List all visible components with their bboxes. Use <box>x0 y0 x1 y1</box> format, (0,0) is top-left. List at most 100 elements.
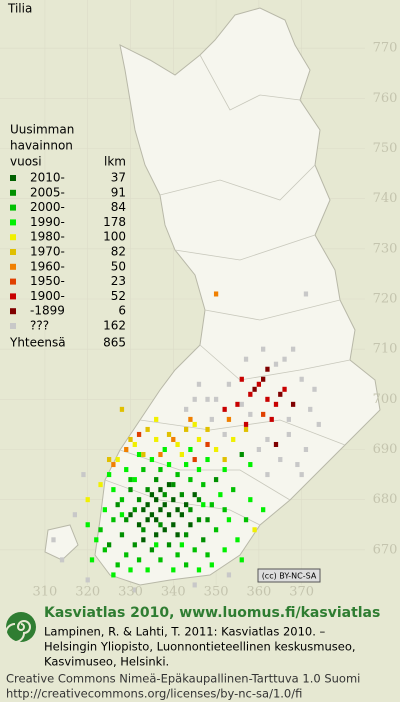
citation-line: Lampinen, R. & Lahti, T. 2011: Kasviatla… <box>44 625 326 639</box>
x-tick-label: 330 <box>118 585 143 600</box>
map-cell <box>209 562 214 568</box>
legend-swatch <box>10 219 16 226</box>
map-cell <box>149 457 155 463</box>
legend-count: 91 <box>111 185 126 199</box>
map-cell <box>265 396 270 402</box>
map-cell <box>158 522 163 528</box>
map-cell <box>175 552 180 558</box>
map-cell <box>243 356 249 362</box>
map-cell <box>106 472 112 478</box>
license-line: Creative Commons Nimeä-Epäkaupallinen-Ta… <box>6 672 360 686</box>
map-cell <box>226 517 232 523</box>
map-cell <box>145 426 150 432</box>
map-cell <box>111 462 116 468</box>
map-cell <box>196 381 202 387</box>
map-cell <box>119 512 125 518</box>
legend-count: 23 <box>111 274 126 288</box>
y-tick-label: 770 <box>373 41 398 56</box>
map-cell <box>196 497 202 503</box>
legend-label: 2005- <box>30 185 65 199</box>
legend-swatch <box>10 263 16 270</box>
legend-label: 1950- <box>30 274 65 288</box>
map-cell <box>128 477 133 483</box>
map-cell <box>179 542 184 548</box>
map-cell <box>141 452 146 458</box>
map-cell <box>239 557 244 563</box>
map-cell <box>175 507 180 513</box>
map-cell <box>243 426 249 432</box>
map-cell <box>85 497 90 503</box>
license-badge: (cc) BY-NC-SA <box>257 568 321 583</box>
citation-line: Helsingin Yliopisto, Luonnontieteellinen… <box>44 640 356 654</box>
legend-swatch <box>10 175 16 181</box>
map-cell <box>132 507 137 513</box>
map-cell <box>145 567 150 573</box>
map-cell <box>85 577 90 583</box>
map-cell <box>261 411 266 417</box>
map-cell <box>136 452 142 458</box>
map-cell <box>89 557 95 563</box>
map-cell <box>171 567 176 573</box>
map-cell <box>132 542 137 548</box>
map-cell <box>179 512 184 518</box>
map-cell <box>299 472 304 478</box>
map-cell <box>158 452 163 458</box>
map-cell <box>141 467 146 473</box>
map-cell <box>162 527 167 533</box>
map-cell <box>312 386 317 392</box>
map-cell <box>132 477 137 483</box>
map-cell <box>154 416 159 422</box>
map-cell <box>124 446 129 453</box>
map-cell <box>282 356 287 362</box>
map-cell <box>132 441 137 447</box>
legend-count: 82 <box>111 245 126 259</box>
map-cell <box>166 482 172 488</box>
map-cell <box>239 401 244 407</box>
map-cell <box>188 446 193 453</box>
license-line: http://creativecommons.org/licenses/by-n… <box>6 687 302 701</box>
map-cell <box>166 542 172 548</box>
map-cell <box>273 361 279 367</box>
map-cell <box>235 401 240 407</box>
map-cell <box>183 426 189 432</box>
legend-count: 178 <box>103 215 126 229</box>
aland-islands <box>44 524 79 561</box>
legend-swatch <box>10 234 16 241</box>
map-cell <box>136 522 142 528</box>
map-cell <box>256 381 262 387</box>
x-tick-label: 360 <box>246 585 271 600</box>
map-cell <box>145 487 150 493</box>
map-cell <box>222 406 227 412</box>
map-cell <box>119 406 125 412</box>
map-cell <box>171 436 176 442</box>
legend-heading: vuosi <box>10 155 42 169</box>
map-cell <box>205 457 210 463</box>
map-cell <box>124 517 129 523</box>
map-cell <box>166 462 172 468</box>
map-cell <box>171 497 176 503</box>
map-cell <box>72 512 78 518</box>
map-cell <box>119 497 125 503</box>
map-cell <box>162 492 167 498</box>
x-tick-label: 340 <box>161 585 186 600</box>
map-cell <box>286 431 291 437</box>
legend-swatch <box>10 189 16 196</box>
y-tick-label: 710 <box>373 342 398 357</box>
map-cell <box>192 492 197 498</box>
map-cell <box>175 532 180 538</box>
map-cell <box>248 391 253 397</box>
legend-swatch <box>10 278 16 285</box>
map-cell <box>196 436 202 442</box>
map-cell <box>303 446 309 453</box>
legend-count: 162 <box>103 319 126 333</box>
legend-label: 1960- <box>30 259 65 273</box>
map-cell <box>209 416 214 422</box>
map-cell <box>154 532 159 538</box>
map-cell <box>269 416 274 422</box>
map-cell <box>273 441 279 447</box>
map-cell <box>256 446 262 453</box>
map-cell <box>128 567 133 573</box>
map-cell <box>141 527 146 533</box>
footer-title: Kasviatlas 2010, www.luomus.fi/kasviatla… <box>44 605 380 621</box>
